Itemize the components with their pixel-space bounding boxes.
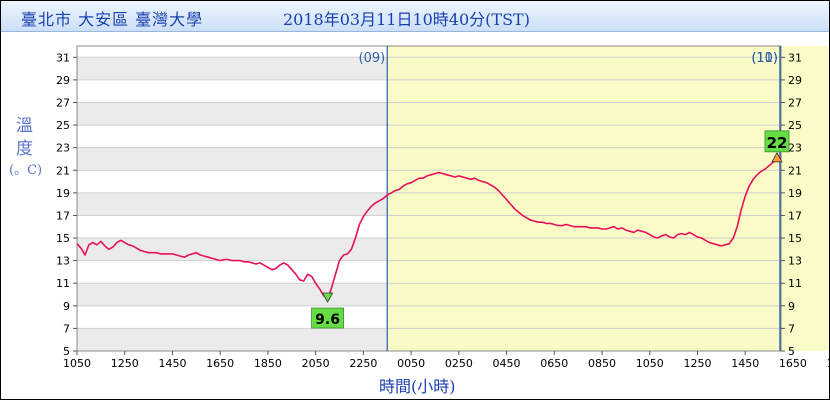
y-tick-label-left: 27 <box>56 96 70 109</box>
x-tick-label: 0050 <box>397 357 425 370</box>
y-tick-label-left: 21 <box>56 164 70 177</box>
x-tick-label: 1250 <box>111 357 139 370</box>
y-tick-label-right: 29 <box>788 74 802 87</box>
day-band <box>387 46 829 351</box>
x-tick-label: 0450 <box>493 357 521 370</box>
min-label-box <box>311 307 344 329</box>
min-label: 9.6 <box>315 312 340 328</box>
max-marker-triangle <box>771 152 783 163</box>
y-tick-label-left: 7 <box>63 322 70 335</box>
y-tick-label-left: 19 <box>56 187 70 200</box>
x-tick-label: 1650 <box>779 357 807 370</box>
day-label: (09) <box>359 51 386 66</box>
y-tick-label-right: 27 <box>788 96 802 109</box>
y-tick-label-left: 23 <box>56 142 70 155</box>
x-tick-label: 1650 <box>206 357 234 370</box>
y-tick-label-right: 19 <box>788 187 802 200</box>
title-bar: 臺北市 大安區 臺灣大學 2018年03月11日10時40分(TST) <box>1 1 829 32</box>
x-tick-label: 1450 <box>731 357 759 370</box>
y-tick-label-left: 17 <box>56 209 70 222</box>
x-axis-label: 時間(小時) <box>379 377 456 396</box>
max-label: 22 <box>767 134 788 152</box>
y-tick-label-right: 23 <box>788 142 802 155</box>
y-tick-label-right: 15 <box>788 232 802 245</box>
x-tick-label: 1050 <box>636 357 664 370</box>
x-tick-label: 1850 <box>827 357 829 370</box>
y-tick-label-left: 9 <box>63 300 70 313</box>
y-tick-label-left: 15 <box>56 232 70 245</box>
y-tick-label-right: 21 <box>788 164 802 177</box>
observation-timestamp: 2018年03月11日10時40分(TST) <box>283 10 530 29</box>
y-tick-label-left: 25 <box>56 119 70 132</box>
y-tick-label-left: 13 <box>56 255 70 268</box>
x-tick-label: 2050 <box>302 357 330 370</box>
station-location: 臺北市 大安區 臺灣大學 <box>21 10 204 29</box>
y-tick-label-right: 13 <box>788 255 802 268</box>
temperature-series-line <box>76 157 782 300</box>
day-label: (10) <box>751 51 778 66</box>
x-tick-label: 0850 <box>588 357 616 370</box>
y-tick-label-right: 5 <box>788 345 795 358</box>
y-tick-label-right: 11 <box>788 277 802 290</box>
y-tick-label-right: 17 <box>788 209 802 222</box>
y-tick-label-right: 31 <box>788 51 802 64</box>
y-axis-unit: (。C) <box>9 163 43 178</box>
x-tick-label: 0650 <box>540 357 568 370</box>
y-tick-label-right: 9 <box>788 300 795 313</box>
y-tick-label-left: 29 <box>56 74 70 87</box>
y-axis-label-line1: 溫 <box>16 116 33 136</box>
y-tick-label-left: 31 <box>56 51 70 64</box>
day-label: (11) <box>751 51 778 66</box>
x-tick-label: 1450 <box>158 357 186 370</box>
min-marker-triangle <box>321 292 334 303</box>
x-tick-label: 0250 <box>445 357 473 370</box>
max-label-box <box>764 130 790 153</box>
y-tick-label-left: 11 <box>56 277 70 290</box>
y-tick-label-right: 25 <box>788 119 802 132</box>
x-tick-label: 1250 <box>683 357 711 370</box>
x-tick-label: 1850 <box>254 357 282 370</box>
x-tick-label: 2250 <box>349 357 377 370</box>
plot-border <box>76 45 782 352</box>
y-axis-label-line2: 度 <box>16 139 33 159</box>
y-tick-label-left: 5 <box>63 345 70 358</box>
x-tick-label: 1050 <box>63 357 91 370</box>
y-tick-label-right: 7 <box>788 322 795 335</box>
